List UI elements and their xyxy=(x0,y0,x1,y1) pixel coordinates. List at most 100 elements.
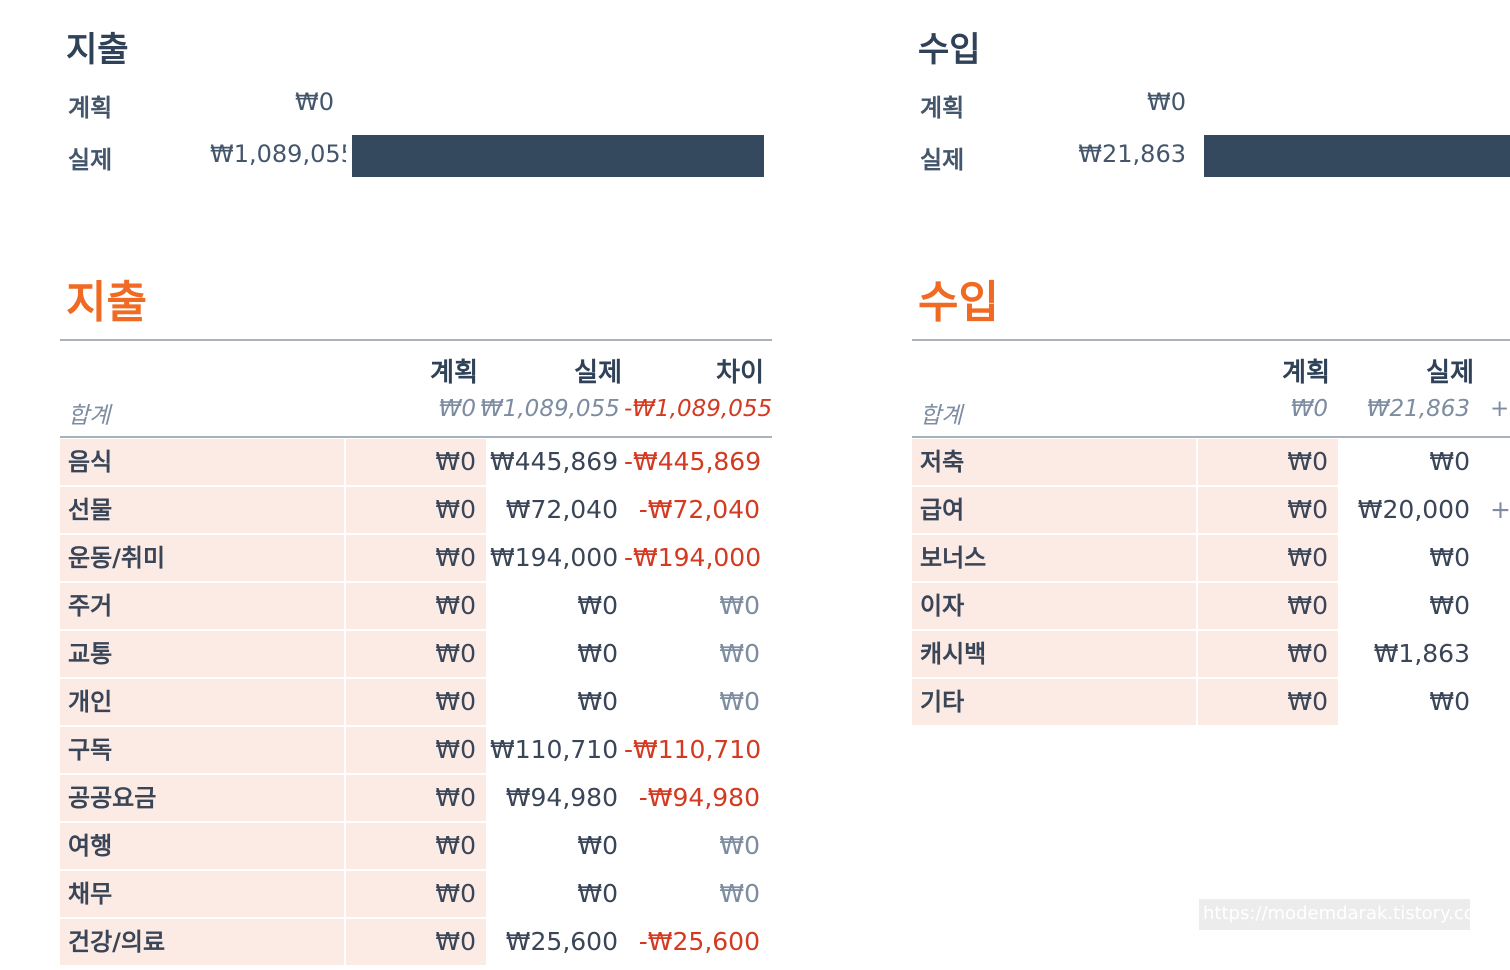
income-row[interactable]: 보너스 ₩0 ₩0 xyxy=(912,535,1510,581)
income-row[interactable]: 이자 ₩0 ₩0 xyxy=(912,583,1510,629)
income-row-plan[interactable]: ₩0 xyxy=(1198,583,1338,629)
income-row-actual: ₩0 xyxy=(1429,543,1470,572)
expense-row-actual: ₩72,040 xyxy=(505,495,618,524)
expense-row-plan[interactable]: ₩0 xyxy=(346,631,486,677)
expense-row[interactable]: 교통 ₩0 ₩0 ₩0 xyxy=(60,631,772,677)
expense-row-actual: ₩25,600 xyxy=(505,927,618,956)
expense-row-category[interactable]: 주거 xyxy=(60,583,344,629)
expense-col-actual-header: 실제 xyxy=(574,358,622,388)
income-row-plan[interactable]: ₩0 xyxy=(1198,439,1338,485)
income-row-category[interactable]: 보너스 xyxy=(912,535,1196,581)
expense-row-plan[interactable]: ₩0 xyxy=(346,823,486,869)
expense-total-plan: ₩0 xyxy=(438,396,476,422)
expense-total-diff: -₩1,089,055 xyxy=(624,396,773,422)
expense-row-category[interactable]: 건강/의료 xyxy=(60,919,344,965)
income-row-plan[interactable]: ₩0 xyxy=(1198,631,1338,677)
expense-row-diff: ₩0 xyxy=(719,639,760,668)
income-row-plan[interactable]: ₩0 xyxy=(1198,535,1338,581)
expense-row-diff: -₩445,869 xyxy=(624,447,762,476)
expense-row-plan[interactable]: ₩0 xyxy=(346,871,486,917)
expense-row[interactable]: 채무 ₩0 ₩0 ₩0 xyxy=(60,871,772,917)
expense-row-diff: ₩0 xyxy=(719,831,760,860)
expense-row-category[interactable]: 공공요금 xyxy=(60,775,344,821)
expense-row-plan[interactable]: ₩0 xyxy=(346,775,486,821)
expense-row-plan[interactable]: ₩0 xyxy=(346,727,486,773)
income-row-actual: ₩20,000 xyxy=(1357,495,1470,524)
income-total-row: 합계 ₩0 ₩21,863 + xyxy=(912,396,1510,429)
expense-total-actual: ₩1,089,055 xyxy=(480,396,620,422)
income-row[interactable]: 저축 ₩0 ₩0 xyxy=(912,439,1510,485)
expense-col-diff-header: 차이 xyxy=(716,358,764,388)
expense-row-diff: -₩194,000 xyxy=(624,543,762,572)
expense-row-actual: ₩445,869 xyxy=(490,447,619,476)
income-row-category[interactable]: 저축 xyxy=(912,439,1196,485)
income-row-plan[interactable]: ₩0 xyxy=(1198,679,1338,725)
expense-actual-value: ₩1,089,055 xyxy=(210,140,346,168)
expense-row-category[interactable]: 운동/취미 xyxy=(60,535,344,581)
income-row[interactable]: 기타 ₩0 ₩0 xyxy=(912,679,1510,725)
expense-row-actual: ₩0 xyxy=(577,687,618,716)
expense-row-category[interactable]: 교통 xyxy=(60,631,344,677)
expense-total-label: 합계 xyxy=(68,403,111,429)
expense-row-plan[interactable]: ₩0 xyxy=(346,919,486,965)
expense-table-header-rule xyxy=(60,436,772,438)
expense-row[interactable]: 구독 ₩0 ₩110,710 -₩110,710 xyxy=(60,727,772,773)
income-row-actual: ₩0 xyxy=(1429,687,1470,716)
expense-row[interactable]: 음식 ₩0 ₩445,869 -₩445,869 xyxy=(60,439,772,485)
income-table-top-rule xyxy=(912,339,1510,341)
expense-row-plan[interactable]: ₩0 xyxy=(346,439,486,485)
income-row[interactable]: 급여₩0 ₩20,000 +₩ xyxy=(912,487,1510,533)
income-total-diff: + xyxy=(1490,396,1510,422)
income-row-category[interactable]: 급여 xyxy=(912,487,1196,533)
income-col-plan-header: 계획 xyxy=(1282,358,1330,388)
expense-row-category[interactable]: 여행 xyxy=(60,823,344,869)
expense-row[interactable]: 여행 ₩0 ₩0 ₩0 xyxy=(60,823,772,869)
expense-row[interactable]: 공공요금 ₩0 ₩94,980 -₩94,980 xyxy=(60,775,772,821)
income-row-category[interactable]: 기타 xyxy=(912,679,1196,725)
expense-row-diff: -₩94,980 xyxy=(638,783,760,812)
watermark: https://modemdarak.tistory.com xyxy=(1199,899,1470,930)
income-row[interactable]: 캐시백 ₩0 ₩1,863 xyxy=(912,631,1510,677)
income-row-diff: +₩ xyxy=(1490,495,1510,524)
expense-row-plan[interactable]: ₩0 xyxy=(346,487,486,533)
expense-row-diff: ₩0 xyxy=(719,879,760,908)
expense-row-category[interactable]: 개인 xyxy=(60,679,344,725)
expense-row-actual: ₩94,980 xyxy=(505,783,618,812)
income-table-title: 수입 xyxy=(918,277,999,328)
income-actual-label: 실제 xyxy=(920,146,965,174)
income-row-actual: ₩0 xyxy=(1429,447,1470,476)
expense-row-category[interactable]: 구독 xyxy=(60,727,344,773)
expense-row[interactable]: 건강/의료 ₩0 ₩25,600 -₩25,600 xyxy=(60,919,772,965)
expense-row-actual: ₩0 xyxy=(577,879,618,908)
expense-row[interactable]: 개인 ₩0 ₩0 ₩0 xyxy=(60,679,772,725)
expense-row-category[interactable]: 선물 xyxy=(60,487,344,533)
expense-row-plan[interactable]: ₩0 xyxy=(346,535,486,581)
expense-row-diff: -₩72,040 xyxy=(638,495,760,524)
expense-row-actual: ₩0 xyxy=(577,639,618,668)
income-row-category[interactable]: 캐시백 xyxy=(912,631,1196,677)
expense-row-actual: ₩0 xyxy=(577,591,618,620)
income-total-label: 합계 xyxy=(920,403,963,429)
expense-row-actual: ₩194,000 xyxy=(490,543,619,572)
expense-row-category[interactable]: 채무 xyxy=(60,871,344,917)
income-row-category[interactable]: 이자 xyxy=(912,583,1196,629)
income-row-actual: ₩0 xyxy=(1429,591,1470,620)
income-plan-value: ₩0 xyxy=(1147,88,1186,116)
expense-actual-bar-track xyxy=(352,135,764,177)
expense-row-plan[interactable]: ₩0 xyxy=(346,583,486,629)
expense-plan-value: ₩0 xyxy=(295,88,334,116)
expense-actual-bar xyxy=(352,135,764,177)
expense-row[interactable]: 운동/취미 ₩0 ₩194,000 -₩194,000 xyxy=(60,535,772,581)
expense-row[interactable]: 선물 ₩0 ₩72,040 -₩72,040 xyxy=(60,487,772,533)
expense-row-category[interactable]: 음식 xyxy=(60,439,344,485)
expense-total-row: 합계 ₩0 ₩1,089,055 -₩1,089,055 xyxy=(60,396,773,429)
expense-row-diff: ₩0 xyxy=(719,591,760,620)
income-row-actual: ₩1,863 xyxy=(1373,639,1470,668)
expense-col-plan-header: 계획 xyxy=(430,358,478,388)
income-row-plan[interactable]: ₩0 xyxy=(1198,487,1338,533)
income-col-actual-header: 실제 xyxy=(1426,358,1474,388)
expense-row[interactable]: 주거 ₩0 ₩0 ₩0 xyxy=(60,583,772,629)
expense-table-top-rule xyxy=(60,339,772,341)
expense-row-plan[interactable]: ₩0 xyxy=(346,679,486,725)
expense-actual-label: 실제 xyxy=(68,146,113,174)
